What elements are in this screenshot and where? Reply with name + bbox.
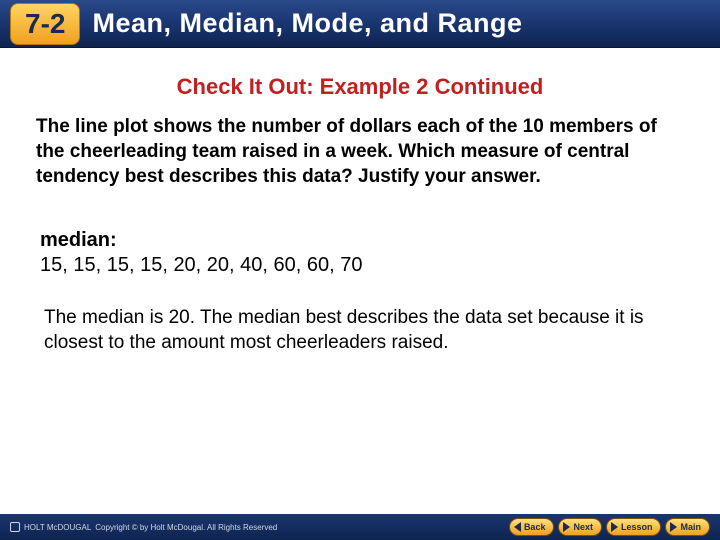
main-label: Main xyxy=(680,522,701,532)
median-label: median: xyxy=(40,229,680,252)
header-title: Mean, Median, Mode, and Range xyxy=(92,8,522,39)
main-button[interactable]: Main xyxy=(665,518,710,536)
back-button[interactable]: Back xyxy=(509,518,555,536)
next-label: Next xyxy=(573,522,593,532)
median-block: median: 15, 15, 15, 15, 20, 20, 40, 60, … xyxy=(36,229,680,277)
publisher-label: HOLT McDOUGAL xyxy=(24,523,91,532)
triangle-right-icon xyxy=(563,522,570,532)
conclusion-text: The median is 20. The median best descri… xyxy=(36,305,680,355)
footer-bar: HOLT McDOUGAL Copyright © by Holt McDoug… xyxy=(0,514,720,540)
back-label: Back xyxy=(524,522,546,532)
triangle-right-icon xyxy=(611,522,618,532)
prompt-text: The line plot shows the number of dollar… xyxy=(36,114,680,189)
copyright-text: Copyright © by Holt McDougal. All Rights… xyxy=(95,523,277,532)
triangle-right-icon xyxy=(670,522,677,532)
subtitle-row: Check It Out: Example 2 Continued xyxy=(0,74,720,100)
body-content: The line plot shows the number of dollar… xyxy=(0,100,720,355)
copyright: HOLT McDOUGAL Copyright © by Holt McDoug… xyxy=(10,522,277,532)
nav-buttons: Back Next Lesson Main xyxy=(509,518,710,536)
median-values: 15, 15, 15, 15, 20, 20, 40, 60, 60, 70 xyxy=(40,254,680,277)
subtitle-text: Check It Out: Example 2 Continued xyxy=(177,74,544,99)
lesson-label: Lesson xyxy=(621,522,653,532)
header-bar: 7-2 Mean, Median, Mode, and Range xyxy=(0,0,720,48)
next-button[interactable]: Next xyxy=(558,518,602,536)
publisher-logo-icon xyxy=(10,522,20,532)
lesson-button[interactable]: Lesson xyxy=(606,518,662,536)
triangle-left-icon xyxy=(514,522,521,532)
section-number-badge: 7-2 xyxy=(10,3,80,45)
